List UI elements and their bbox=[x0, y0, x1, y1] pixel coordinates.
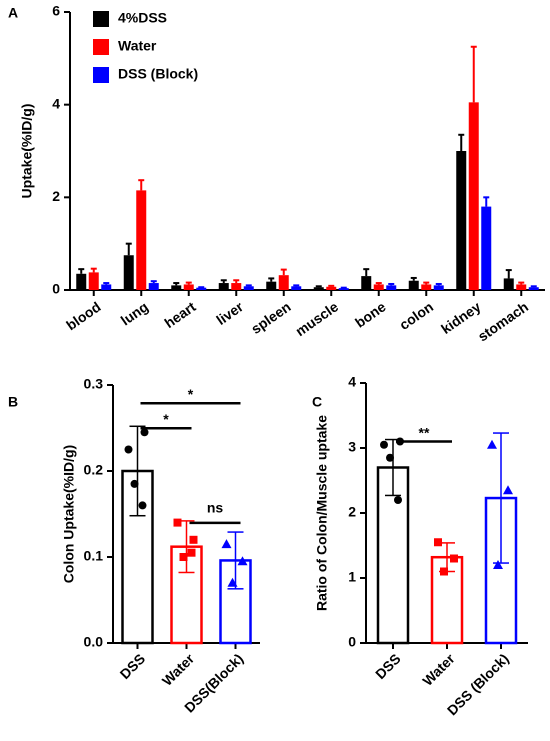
bar bbox=[338, 288, 349, 290]
data-point bbox=[124, 445, 133, 454]
bar bbox=[481, 206, 492, 290]
y-tick-label: 0 bbox=[52, 281, 60, 297]
significance-label: ns bbox=[207, 500, 224, 516]
bar bbox=[468, 102, 479, 290]
y-axis-label: Colon Uptake(%ID/g) bbox=[61, 445, 77, 583]
bar bbox=[171, 285, 182, 290]
y-tick-label: 2 bbox=[348, 504, 356, 520]
panel-label: A bbox=[8, 5, 18, 21]
x-tick-label: liver bbox=[213, 298, 246, 328]
bar bbox=[516, 284, 527, 290]
significance-label: ** bbox=[419, 424, 430, 440]
x-tick-label: blood bbox=[63, 298, 103, 333]
bar bbox=[136, 190, 147, 290]
bar bbox=[456, 151, 467, 290]
data-point bbox=[503, 485, 513, 495]
data-point bbox=[173, 518, 182, 527]
bar bbox=[183, 284, 194, 290]
x-tick-label: DSS bbox=[372, 650, 404, 682]
y-axis-label: Uptake(%ID/g) bbox=[19, 104, 35, 199]
significance-label: * bbox=[163, 411, 169, 427]
x-tick-label: Water bbox=[419, 650, 458, 689]
x-tick-label: heart bbox=[161, 298, 198, 331]
bar bbox=[243, 286, 254, 290]
y-tick-label: 4 bbox=[348, 374, 356, 390]
data-point bbox=[138, 501, 147, 510]
x-tick-label: bone bbox=[352, 298, 389, 330]
y-tick-label: 6 bbox=[52, 3, 60, 19]
x-tick-label: muscle bbox=[292, 298, 341, 339]
data-point bbox=[237, 556, 248, 566]
y-tick-label: 0.3 bbox=[84, 376, 104, 392]
legend-label: DSS (Block) bbox=[118, 66, 198, 82]
bar bbox=[528, 287, 539, 290]
bar bbox=[326, 286, 337, 290]
bar bbox=[196, 287, 207, 290]
bar bbox=[231, 283, 242, 290]
y-tick-label: 3 bbox=[348, 439, 356, 455]
bar bbox=[148, 283, 159, 290]
x-tick-label: Water bbox=[159, 650, 198, 689]
x-tick-label: stomach bbox=[475, 298, 531, 344]
y-tick-label: 4 bbox=[52, 95, 60, 111]
data-point bbox=[189, 535, 198, 544]
significance-label: * bbox=[188, 386, 194, 402]
bar bbox=[266, 281, 277, 290]
y-tick-label: 1 bbox=[348, 569, 356, 585]
data-point bbox=[450, 554, 458, 563]
bar bbox=[218, 283, 229, 290]
bar bbox=[101, 284, 112, 290]
x-tick-label: spleen bbox=[248, 298, 294, 337]
data-point bbox=[386, 453, 394, 462]
data-point bbox=[493, 560, 503, 569]
data-point bbox=[130, 479, 139, 488]
bar bbox=[503, 278, 514, 290]
bar bbox=[313, 287, 324, 290]
legend-label: Water bbox=[118, 38, 157, 54]
panel-label: B bbox=[8, 394, 18, 410]
bar bbox=[373, 284, 384, 290]
data-point bbox=[227, 577, 238, 587]
bar bbox=[386, 285, 397, 290]
bar bbox=[278, 275, 289, 290]
legend-label: 4%DSS bbox=[118, 10, 167, 26]
data-point bbox=[187, 548, 196, 557]
legend-swatch bbox=[93, 39, 109, 55]
data-point bbox=[179, 553, 188, 561]
data-point bbox=[380, 440, 388, 449]
panel-label: C bbox=[312, 394, 322, 410]
legend-swatch bbox=[93, 67, 109, 83]
bar bbox=[76, 273, 87, 290]
legend-swatch bbox=[93, 11, 109, 27]
bar bbox=[361, 276, 372, 290]
data-point bbox=[440, 567, 448, 576]
data-point bbox=[434, 538, 442, 547]
x-tick-label: lung bbox=[118, 298, 151, 328]
bar bbox=[88, 272, 99, 290]
x-tick-label: DSS bbox=[117, 650, 149, 682]
bar bbox=[433, 285, 444, 290]
data-point bbox=[394, 496, 402, 504]
x-tick-label: colon bbox=[396, 298, 436, 333]
y-tick-label: 0 bbox=[348, 634, 356, 650]
bar bbox=[421, 284, 432, 290]
data-point bbox=[487, 439, 497, 449]
bar bbox=[408, 280, 419, 290]
bar bbox=[123, 255, 134, 290]
y-tick-label: 2 bbox=[52, 188, 60, 204]
data-point bbox=[221, 539, 232, 549]
y-tick-label: 0.0 bbox=[84, 634, 104, 650]
y-tick-label: 0.2 bbox=[84, 462, 104, 478]
y-axis-label: Ratio of Colon/Muscle uptake bbox=[314, 415, 330, 611]
bar bbox=[291, 286, 302, 290]
y-tick-label: 0.1 bbox=[84, 548, 104, 564]
data-point bbox=[140, 428, 149, 437]
